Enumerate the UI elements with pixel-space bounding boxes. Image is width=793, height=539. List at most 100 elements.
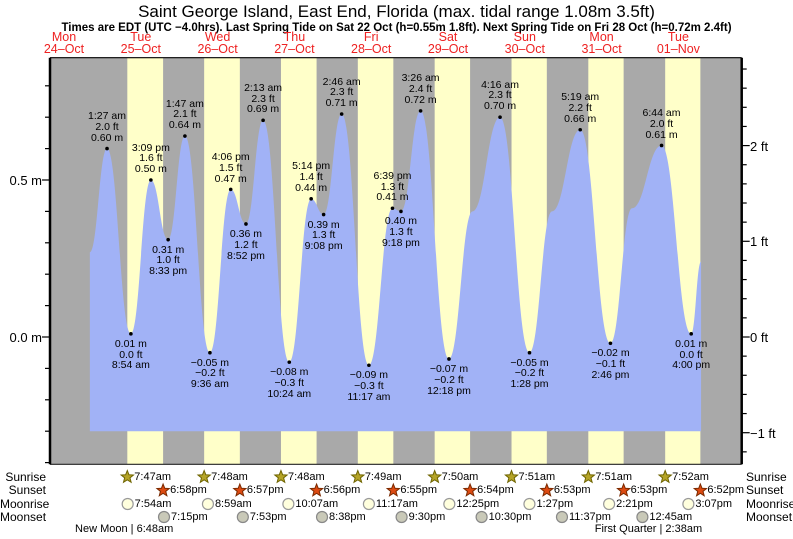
moonset-circle-icon <box>236 510 249 524</box>
high-tide-dot <box>309 197 313 201</box>
tide-annotation-high: 6:39 pm 1.3 ft 0.41 m <box>373 169 412 204</box>
sunset-star-icon <box>692 482 708 497</box>
moonset-circle-icon <box>315 510 329 524</box>
moonset-circle-icon <box>475 510 488 524</box>
sunset-time: 6:54pm <box>477 484 514 496</box>
moonrise-row-label-right: Moonrise <box>746 496 793 511</box>
tide-annotation-low: −0.09 m −0.3 ft 11:17 am <box>347 369 391 403</box>
moonrise-time: 8:59am <box>214 497 252 510</box>
sunset-star-icon <box>616 482 632 497</box>
day-header: Tue 01–Nov <box>656 30 700 56</box>
sunset-star-icon <box>232 482 248 497</box>
tide-annotation-low: 0.31 m 1.0 ft 8:33 pm <box>149 243 188 278</box>
moonset-time: 12:45am <box>649 510 693 523</box>
moon-phase-note: New Moon | 6:48am <box>75 523 174 535</box>
moonset-time: 7:53pm <box>249 510 287 523</box>
y-axis-label-left: 0.5 m <box>9 173 42 188</box>
high-tide-dot <box>228 187 233 192</box>
day-header: Tue 25–Oct <box>120 30 161 56</box>
tide-annotation-high: 1:27 am 2.0 ft 0.60 m <box>88 110 126 144</box>
sunset-star-icon <box>385 482 401 497</box>
sunrise-star-icon <box>504 469 520 484</box>
low-tide-dot <box>608 341 613 346</box>
y-axis-label-right: 1 ft <box>750 234 769 250</box>
sunset-star-icon <box>309 482 325 497</box>
y-axis-label-right: −1 ft <box>750 425 776 441</box>
moonrise-time: 10:07am <box>295 497 339 510</box>
high-tide-dot <box>390 206 395 211</box>
moonrise-circle-icon <box>362 497 376 511</box>
moonrise-circle-icon <box>201 497 215 511</box>
sunset-row-label-right: Sunset <box>746 483 784 497</box>
moonrise-circle-icon <box>682 497 695 511</box>
low-tide-dot <box>287 360 292 364</box>
sunrise-star-icon <box>657 469 673 484</box>
sunrise-row-label-left: Sunrise <box>5 469 46 484</box>
tide-annotation-high: 3:09 pm 1.6 ft 0.50 m <box>131 141 170 176</box>
sunset-time: 6:57pm <box>246 484 284 496</box>
sunrise-time: 7:51am <box>595 470 633 483</box>
moonset-circle-icon <box>555 510 569 524</box>
sunrise-star-icon <box>273 469 289 484</box>
tide-annotation-high: 4:06 pm 1.5 ft 0.47 m <box>211 150 250 185</box>
tide-annotation-low: 0.40 m 1.3 ft 9:18 pm <box>381 215 420 249</box>
tide-annotation-low: 0.39 m 1.3 ft 9:08 pm <box>304 218 343 253</box>
low-tide-dot <box>399 209 403 214</box>
chart-subtitle: Times are EDT (UTC −4.0hrs). Last Spring… <box>61 22 732 34</box>
moonrise-time: 12:25pm <box>456 497 500 510</box>
moonset-time: 10:30pm <box>488 510 532 523</box>
low-tide-dot <box>367 363 371 368</box>
tide-annotation-low: 0.01 m 0.0 ft 8:54 am <box>111 337 150 372</box>
moonrise-circle-icon <box>282 497 295 511</box>
tide-annotation-high: 2:13 am 2.3 ft 0.69 m <box>244 81 283 116</box>
moonset-time: 7:15pm <box>171 510 208 523</box>
sunrise-time: 7:52am <box>672 470 709 483</box>
tide-annotation-high: 2:46 am 2.3 ft 0.71 m <box>322 75 361 110</box>
tide-annotation-low: 0.36 m 1.2 ft 8:52 pm <box>226 227 265 262</box>
low-tide-dot <box>527 350 532 355</box>
sunrise-star-icon <box>119 469 135 484</box>
tide-annotation-low: −0.08 m −0.3 ft 10:24 am <box>267 366 312 400</box>
tide-annotation-low: −0.05 m −0.2 ft 1:28 pm <box>510 356 549 391</box>
moonset-time: 9:30pm <box>408 510 446 523</box>
sunrise-star-icon <box>580 469 596 484</box>
tide-annotation-high: 5:14 pm 1.4 ft 0.44 m <box>292 160 331 194</box>
moonrise-time: 3:07pm <box>695 497 733 510</box>
high-tide-dot <box>261 118 265 123</box>
high-tide-dot <box>339 112 344 116</box>
low-tide-dot <box>689 332 693 336</box>
tide-annotation-low: −0.07 m −0.2 ft 12:18 pm <box>427 362 471 397</box>
sunset-star-icon <box>155 482 171 497</box>
sunrise-time: 7:50am <box>441 470 479 483</box>
sunset-star-icon <box>539 482 555 497</box>
sunrise-star-icon <box>427 469 443 484</box>
sunrise-time: 7:49am <box>364 470 402 483</box>
sunrise-row-label-right: Sunrise <box>746 469 787 484</box>
day-header: Sun 30–Oct <box>504 30 545 56</box>
sunrise-time: 7:48am <box>287 470 325 483</box>
sunset-time: 6:53pm <box>630 484 668 496</box>
sunrise-time: 7:51am <box>518 470 556 483</box>
moonrise-circle-icon <box>603 497 616 511</box>
moonset-time: 8:38pm <box>329 510 366 523</box>
low-tide-dot <box>447 357 451 361</box>
tide-annotation-low: −0.05 m −0.2 ft 9:36 am <box>190 356 230 391</box>
day-header: Mon 24–Oct <box>43 30 85 56</box>
moonset-circle-icon <box>157 510 171 524</box>
y-axis-label-right: 2 ft <box>750 138 769 154</box>
moonrise-time: 1:27pm <box>536 497 574 510</box>
sunset-time: 6:55pm <box>400 484 438 496</box>
high-tide-dot <box>149 178 153 182</box>
moonset-row-label-right: Moonset <box>746 509 793 524</box>
moonset-row-label-left: Moonset <box>0 509 47 524</box>
sunset-time: 6:53pm <box>553 484 591 496</box>
sunset-row-label-left: Sunset <box>8 483 46 497</box>
low-tide-dot <box>208 350 212 355</box>
moonrise-circle-icon <box>523 497 536 511</box>
moon-phase-note: First Quarter | 2:38am <box>594 523 703 535</box>
chart-title: Saint George Island, East End, Florida (… <box>138 2 655 21</box>
y-axis-label-left: 0.0 m <box>9 330 42 345</box>
high-tide-dot <box>578 127 583 132</box>
